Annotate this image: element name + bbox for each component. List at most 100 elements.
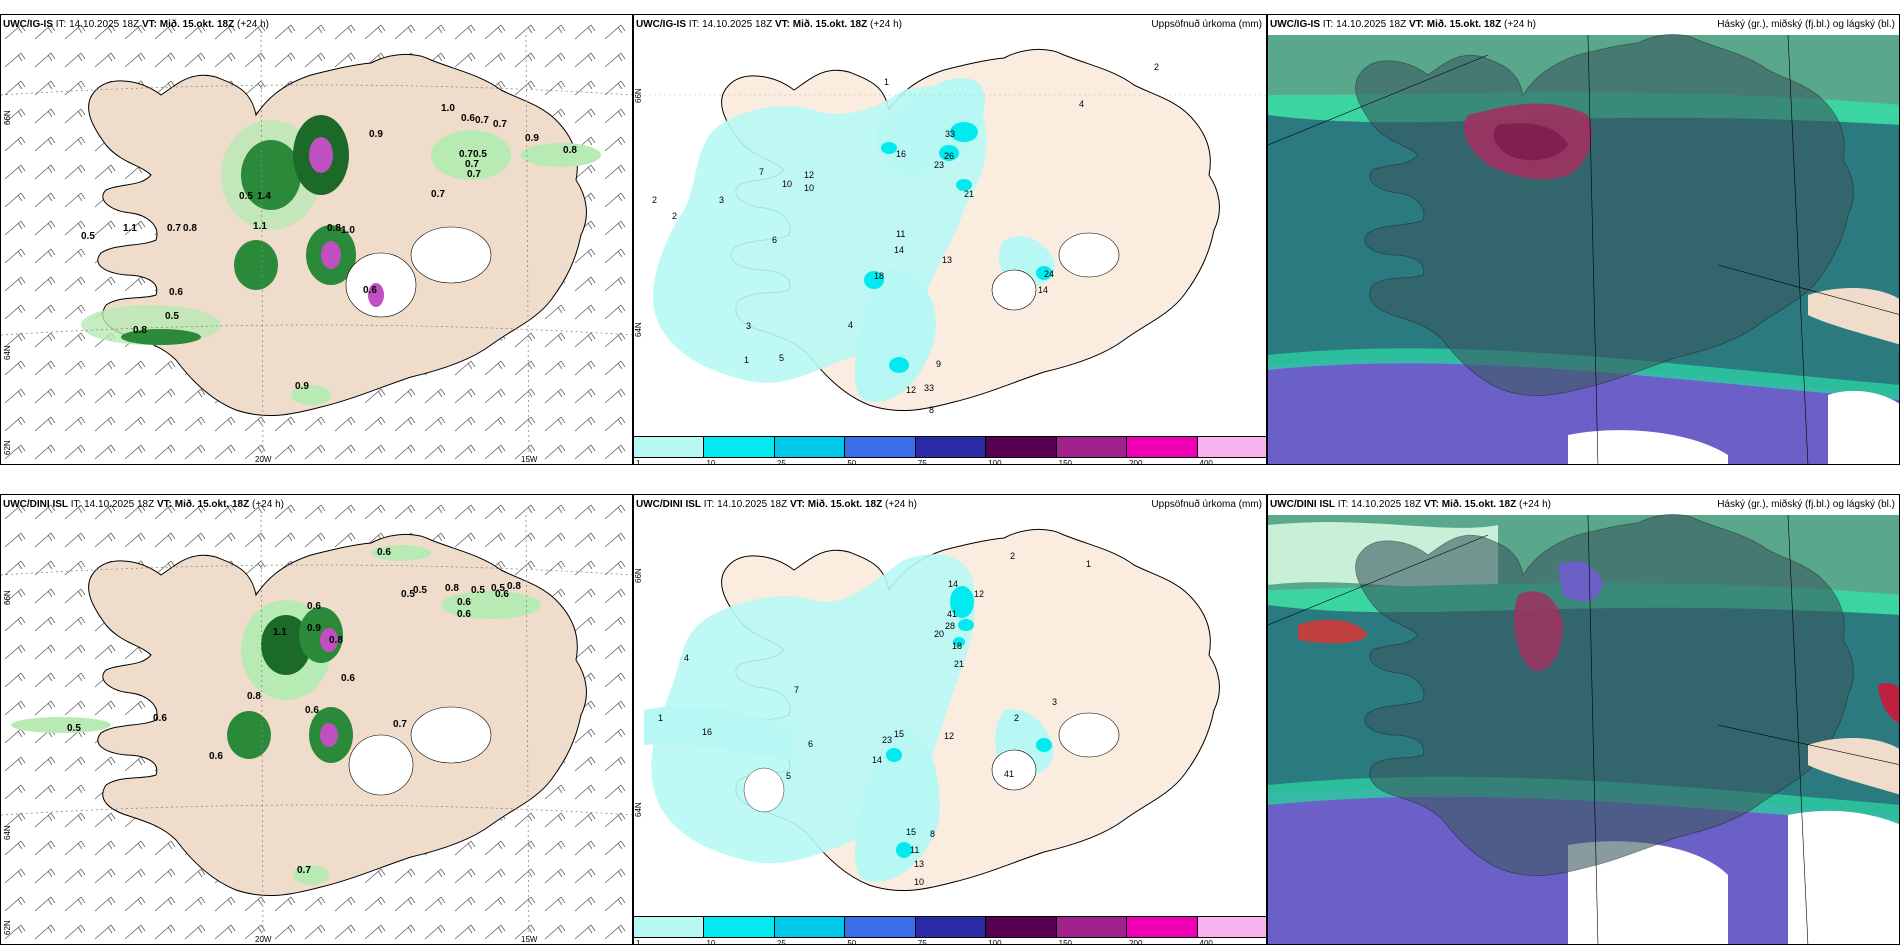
wind-label: 0.6: [209, 751, 223, 762]
lat-label-64: 64N: [3, 825, 12, 840]
lat-label-66: 66N: [3, 110, 12, 125]
colorbar-tick: 25: [776, 939, 786, 945]
precip-label: 3: [1052, 697, 1058, 707]
precip-label: 1: [658, 713, 664, 723]
precip-label: 2: [672, 211, 678, 221]
colorbar-tick: 50: [847, 939, 857, 945]
colorbar-segment: 100: [985, 916, 1057, 944]
wind-label: 0.8: [445, 583, 459, 594]
colorbar-tick: 75: [917, 459, 927, 465]
colorbar-tick: 100: [988, 939, 1002, 945]
cloud-map: [1268, 513, 1899, 944]
wind-label: 0.6: [377, 547, 391, 558]
colorbar-segment: 400: [1196, 916, 1266, 944]
precip-label: 14: [872, 755, 883, 765]
precip-label: 15: [894, 729, 905, 739]
precip-label: 41: [1004, 769, 1015, 779]
panel-header: UWC/DINI ISL IT: 14.10.2025 18Z VT: Mið.…: [636, 499, 917, 510]
panel-header: UWC/IG-IS IT: 14.10.2025 18Z VT: Mið. 15…: [636, 19, 902, 30]
colorbar-tick: 1: [636, 459, 641, 465]
wind-label: 0.5: [471, 585, 485, 596]
panel-header: UWC/IG-IS IT: 14.10.2025 18Z VT: Mið. 15…: [3, 19, 269, 30]
precip-label: 14: [1038, 285, 1049, 295]
wind-label: 0.7: [475, 115, 489, 126]
wind-label: 0.6: [153, 713, 167, 724]
precip-label: 10: [782, 179, 793, 189]
wind-label: 0.8: [563, 145, 577, 156]
wind-label: 0.8: [507, 581, 521, 592]
precip-label: 14: [894, 245, 905, 255]
colorbar-segment: 1: [634, 916, 705, 944]
colorbar-tick: 10: [706, 939, 716, 945]
lon-label-15w: 15W: [521, 935, 538, 944]
precip-label: 28: [945, 621, 956, 631]
wind-label: 0.6: [495, 589, 509, 600]
lat-label-62: 62N: [3, 920, 12, 935]
colorbar-segment: 200: [1126, 436, 1198, 464]
precip-label: 23: [882, 735, 893, 745]
colorbar-tick: 10: [706, 459, 716, 465]
precip-label: 12: [906, 385, 917, 395]
precip-label: 2: [652, 195, 658, 205]
precip-label: 2: [1014, 713, 1020, 723]
wind-label: 0.7: [167, 223, 181, 234]
panel-ig-precip: UWC/IG-IS IT: 14.10.2025 18Z VT: Mið. 15…: [633, 14, 1267, 465]
precip-label: 11: [896, 229, 906, 239]
precip-map: [634, 495, 1266, 925]
precip-label: 5: [786, 771, 792, 781]
colorbar-segment: 10: [703, 916, 775, 944]
panel-ig-wind: UWC/IG-IS IT: 14.10.2025 18Z VT: Mið. 15…: [0, 14, 633, 465]
wind-label: 0.6: [457, 597, 471, 608]
precip-label: 4: [684, 653, 690, 663]
panel-header: UWC/IG-IS IT: 14.10.2025 18Z VT: Mið. 15…: [1270, 19, 1536, 30]
lat-label-64: 64N: [634, 322, 643, 337]
wind-label: 0.7: [467, 169, 481, 180]
precip-label: 20: [934, 629, 945, 639]
wind-label: 1.0: [341, 225, 355, 236]
wind-label: 0.5: [67, 723, 81, 734]
panel-header: UWC/DINI ISL IT: 14.10.2025 18Z VT: Mið.…: [3, 499, 284, 510]
precip-label: 11: [910, 845, 920, 855]
wind-label: 0.9: [295, 381, 309, 392]
lat-label-66: 66N: [634, 88, 643, 103]
wind-label: 0.7: [393, 719, 407, 730]
panel-header: UWC/DINI ISL IT: 14.10.2025 18Z VT: Mið.…: [1270, 499, 1551, 510]
wind-label: 0.8: [329, 635, 343, 646]
panel-dini-clouds: UWC/DINI ISL IT: 14.10.2025 18Z VT: Mið.…: [1267, 494, 1900, 945]
wind-label: 0.6: [457, 609, 471, 620]
precip-colorbar: 1 10 25 50 75 100 150 200 400: [634, 436, 1266, 464]
colorbar-tick: 200: [1129, 939, 1143, 945]
colorbar-tick: 50: [847, 459, 857, 465]
precip-colorbar: 1 10 25 50 75 100 150 200 400: [634, 916, 1266, 944]
lon-label-15w: 15W: [521, 455, 538, 464]
precip-label: 1: [884, 77, 890, 87]
precip-label: 21: [954, 659, 965, 669]
precip-label: 7: [759, 167, 765, 177]
precip-label: 14: [948, 579, 959, 589]
wind-label: 0.5: [239, 191, 253, 202]
precip-label: 6: [808, 739, 814, 749]
wind-label: 0.9: [525, 133, 539, 144]
colorbar-segment: 150: [1055, 916, 1128, 944]
wind-label: 0.5: [81, 231, 95, 242]
wind-label: 0.6: [169, 287, 183, 298]
precip-label: 12: [974, 589, 985, 599]
precip-label: 41: [947, 609, 958, 619]
lon-label-20w: 20W: [255, 935, 272, 944]
lat-label-64: 64N: [634, 802, 643, 817]
wind-label: 0.8: [327, 223, 341, 234]
wind-label: 1.0: [441, 103, 455, 114]
colorbar-segment: 10: [703, 436, 775, 464]
panel-title: Háský (gr.), miðský (fj.bl.) og lágský (…: [1717, 19, 1895, 30]
precip-label: 26: [944, 151, 955, 161]
wind-label: 0.6: [461, 113, 475, 124]
wind-label: 0.6: [341, 673, 355, 684]
colorbar-tick: 75: [917, 939, 927, 945]
wind-label: 0.9: [307, 623, 321, 634]
wind-label: 0.6: [307, 601, 321, 612]
precip-label: 24: [1044, 269, 1055, 279]
colorbar-segment: 75: [914, 916, 987, 944]
panel-dini-precip: UWC/DINI ISL IT: 14.10.2025 18Z VT: Mið.…: [633, 494, 1267, 945]
precip-map: [634, 15, 1266, 445]
wind-label: 0.5: [473, 149, 487, 160]
